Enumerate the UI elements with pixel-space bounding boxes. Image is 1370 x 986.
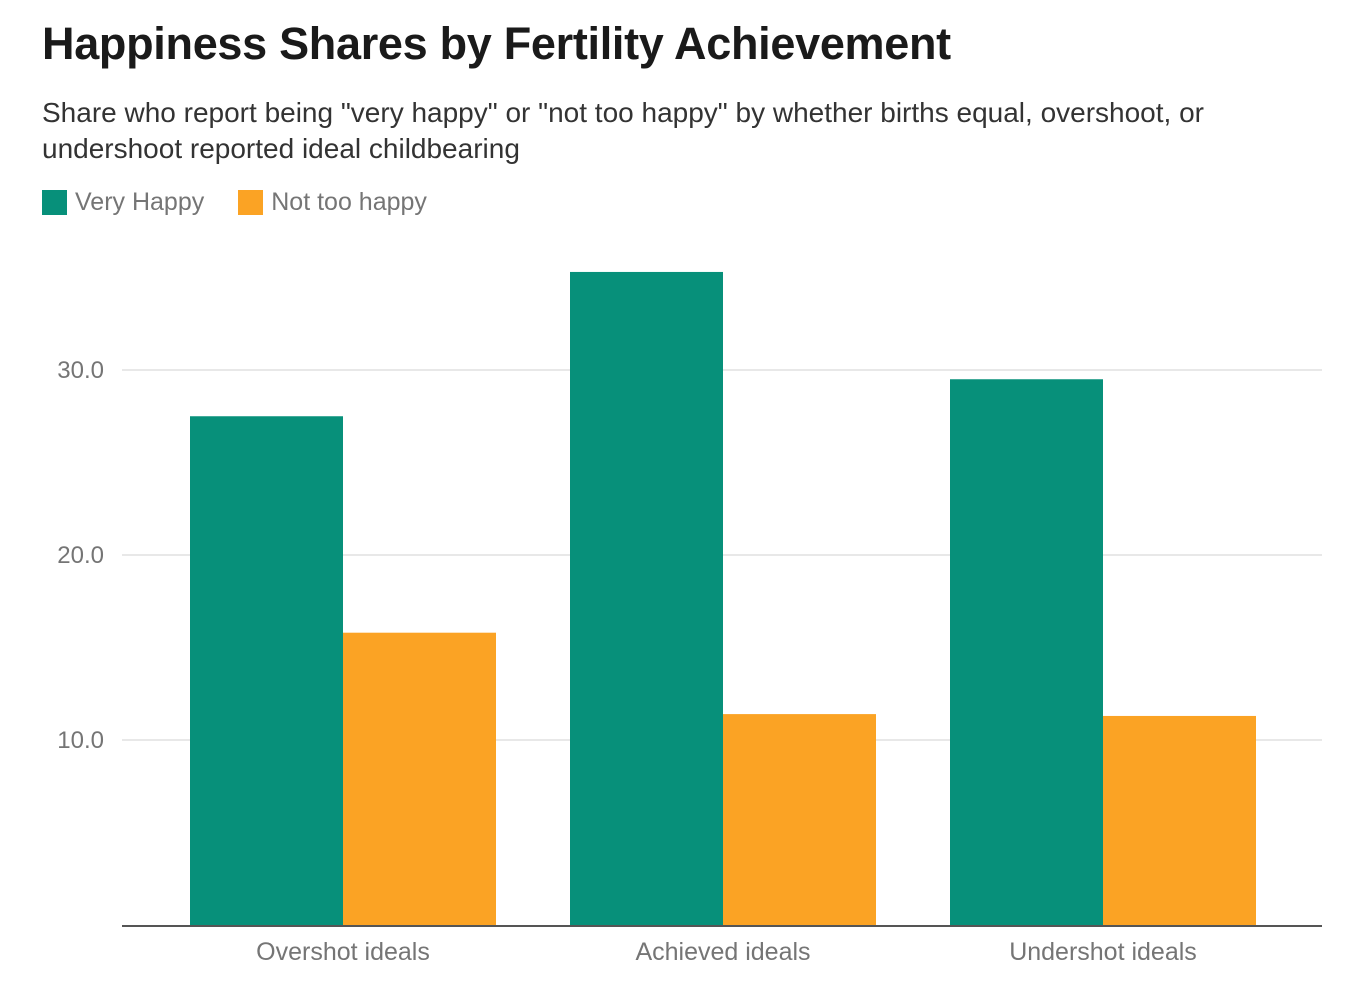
- chart-subtitle: Share who report being "very happy" or "…: [42, 97, 1204, 164]
- legend-swatch-very-happy: [42, 190, 67, 215]
- legend-label-not-too-happy: Not too happy: [271, 188, 427, 216]
- x-category-label: Achieved ideals: [635, 938, 810, 966]
- bar-not-too-happy: [1103, 715, 1256, 925]
- bar-very-happy: [950, 379, 1103, 925]
- legend-item-very-happy: Very Happy: [42, 188, 204, 217]
- legend-label-very-happy: Very Happy: [75, 188, 205, 216]
- x-category-label: Overshot ideals: [256, 938, 430, 966]
- x-category-label: Undershot ideals: [1009, 938, 1197, 966]
- bar-very-happy: [190, 416, 343, 925]
- legend: Very Happy Not too happy: [42, 188, 427, 217]
- bar-not-too-happy: [723, 714, 876, 925]
- y-tick-label: 20.0: [57, 542, 104, 569]
- y-tick-label: 10.0: [57, 727, 104, 754]
- bar-very-happy: [570, 271, 723, 925]
- bar-not-too-happy: [343, 632, 496, 925]
- chart-title: Happiness Shares by Fertility Achievemen…: [42, 18, 951, 69]
- legend-item-not-too-happy: Not too happy: [238, 188, 427, 217]
- legend-swatch-not-too-happy: [238, 190, 264, 215]
- y-tick-label: 30.0: [57, 357, 104, 384]
